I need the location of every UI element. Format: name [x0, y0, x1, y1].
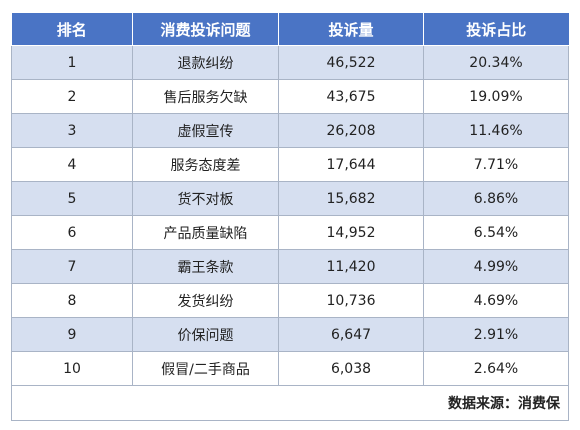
- cell-count: 11,420: [278, 249, 424, 284]
- cell-count: 46,522: [278, 45, 424, 80]
- cell-issue: 产品质量缺陷: [132, 215, 279, 250]
- cell-rank: 9: [11, 317, 133, 352]
- cell-count: 14,952: [278, 215, 424, 250]
- cell-issue: 霸王条款: [132, 249, 279, 284]
- cell-rank: 8: [11, 283, 133, 318]
- cell-issue: 货不对板: [132, 181, 279, 216]
- data-source-note: 数据来源：消费保: [11, 385, 569, 421]
- cell-rank: 4: [11, 147, 133, 182]
- cell-share: 4.69%: [423, 283, 569, 318]
- table-row: 4 服务态度差 17,644 7.71%: [11, 147, 569, 182]
- cell-share: 11.46%: [423, 113, 569, 148]
- cell-count: 43,675: [278, 79, 424, 114]
- table-row: 5 货不对板 15,682 6.86%: [11, 181, 569, 216]
- table-row: 3 虚假宣传 26,208 11.46%: [11, 113, 569, 148]
- table-header-row: 排名 消费投诉问题 投诉量 投诉占比: [11, 13, 569, 46]
- cell-rank: 10: [11, 351, 133, 386]
- cell-share: 6.54%: [423, 215, 569, 250]
- cell-issue: 虚假宣传: [132, 113, 279, 148]
- table-body: 1 退款纠纷 46,522 20.34% 2 售后服务欠缺 43,675 19.09% 3 虚假宣…: [11, 45, 569, 386]
- table-row: 1 退款纠纷 46,522 20.34%: [11, 45, 569, 80]
- cell-share: 19.09%: [423, 79, 569, 114]
- cell-rank: 7: [11, 249, 133, 284]
- table-row: 7 霸王条款 11,420 4.99%: [11, 249, 569, 284]
- cell-count: 26,208: [278, 113, 424, 148]
- table-row: 9 价保问题 6,647 2.91%: [11, 317, 569, 352]
- table-row: 2 售后服务欠缺 43,675 19.09%: [11, 79, 569, 114]
- header-share: 投诉占比: [423, 13, 569, 46]
- cell-rank: 2: [11, 79, 133, 114]
- cell-count: 15,682: [278, 181, 424, 216]
- cell-share: 7.71%: [423, 147, 569, 182]
- cell-share: 2.91%: [423, 317, 569, 352]
- cell-issue: 发货纠纷: [132, 283, 279, 318]
- cell-rank: 5: [11, 181, 133, 216]
- cell-count: 17,644: [278, 147, 424, 182]
- cell-share: 20.34%: [423, 45, 569, 80]
- header-issue: 消费投诉问题: [132, 13, 279, 46]
- cell-issue: 退款纠纷: [132, 45, 279, 80]
- cell-issue: 售后服务欠缺: [132, 79, 279, 114]
- complaint-ranking-table: 排名 消费投诉问题 投诉量 投诉占比 1 退款纠纷 46,522 20.34% 2 售后服…: [11, 13, 569, 421]
- cell-issue: 假冒/二手商品: [132, 351, 279, 386]
- cell-share: 2.64%: [423, 351, 569, 386]
- complaint-table-container: 排名 消费投诉问题 投诉量 投诉占比 1 退款纠纷 46,522 20.34% 2 售后服…: [11, 13, 569, 421]
- cell-count: 10,736: [278, 283, 424, 318]
- cell-issue: 服务态度差: [132, 147, 279, 182]
- cell-share: 6.86%: [423, 181, 569, 216]
- table-footer-row: 数据来源：消费保: [11, 385, 569, 421]
- cell-issue: 价保问题: [132, 317, 279, 352]
- cell-count: 6,038: [278, 351, 424, 386]
- cell-rank: 6: [11, 215, 133, 250]
- table-row: 6 产品质量缺陷 14,952 6.54%: [11, 215, 569, 250]
- table-row: 8 发货纠纷 10,736 4.69%: [11, 283, 569, 318]
- cell-share: 4.99%: [423, 249, 569, 284]
- cell-rank: 1: [11, 45, 133, 80]
- table-row: 10 假冒/二手商品 6,038 2.64%: [11, 351, 569, 386]
- header-rank: 排名: [11, 13, 133, 46]
- cell-rank: 3: [11, 113, 133, 148]
- cell-count: 6,647: [278, 317, 424, 352]
- header-count: 投诉量: [278, 13, 424, 46]
